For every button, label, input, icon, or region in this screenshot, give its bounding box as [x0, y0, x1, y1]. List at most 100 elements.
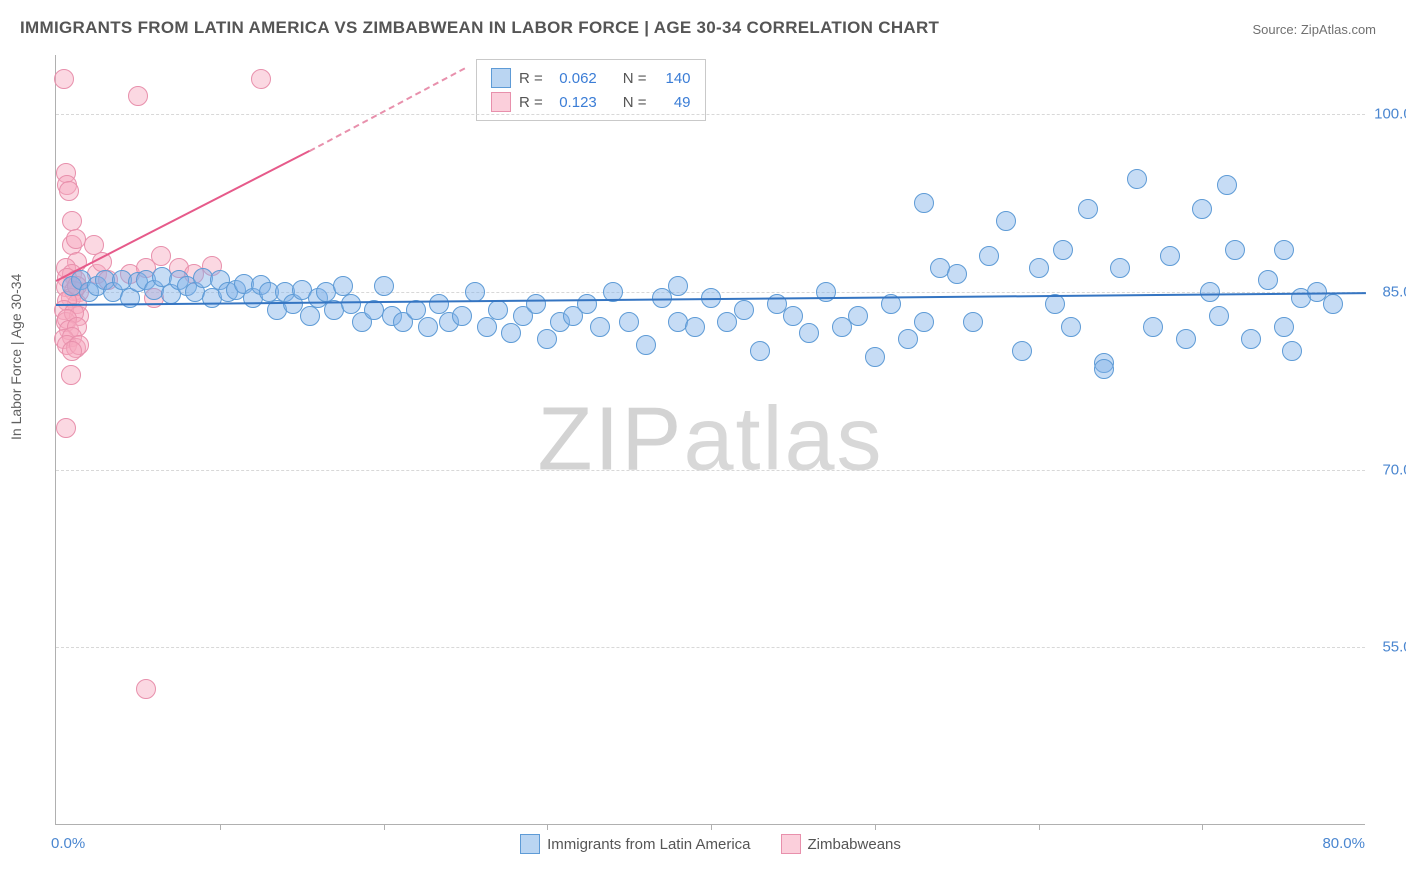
legend-pink-n: 49	[655, 94, 691, 111]
scatter-point-blue	[374, 276, 394, 296]
x-tick	[1039, 824, 1040, 830]
scatter-point-blue	[865, 347, 885, 367]
scatter-point-blue	[1258, 270, 1278, 290]
scatter-point-blue	[465, 282, 485, 302]
legend-bottom-label-pink: Zimbabweans	[808, 836, 901, 853]
legend-swatch-blue	[491, 68, 511, 88]
scatter-point-blue	[501, 323, 521, 343]
watermark: ZIPatlas	[537, 388, 883, 491]
legend-bottom-swatch-blue	[520, 834, 540, 854]
scatter-point-blue	[1176, 329, 1196, 349]
scatter-point-blue	[577, 294, 597, 314]
scatter-point-blue	[537, 329, 557, 349]
scatter-point-blue	[799, 323, 819, 343]
scatter-point-blue	[526, 294, 546, 314]
gridline	[56, 470, 1365, 471]
gridline	[56, 647, 1365, 648]
scatter-point-blue	[979, 246, 999, 266]
legend-r-label: R =	[519, 70, 543, 87]
scatter-point-blue	[1053, 240, 1073, 260]
scatter-point-blue	[452, 306, 472, 326]
x-tick	[547, 824, 548, 830]
watermark-bold: ZIP	[537, 389, 683, 489]
legend-blue-n: 140	[655, 70, 691, 87]
scatter-point-blue	[1127, 169, 1147, 189]
scatter-point-blue	[619, 312, 639, 332]
scatter-point-blue	[1192, 199, 1212, 219]
y-tick-label: 85.0%	[1370, 283, 1406, 300]
scatter-point-pink	[62, 341, 82, 361]
scatter-point-pink	[128, 86, 148, 106]
y-axis-label: In Labor Force | Age 30-34	[8, 274, 24, 440]
scatter-point-pink	[136, 679, 156, 699]
scatter-point-blue	[668, 276, 688, 296]
x-tick	[220, 824, 221, 830]
scatter-point-blue	[1282, 341, 1302, 361]
scatter-point-blue	[750, 341, 770, 361]
x-tick	[1202, 824, 1203, 830]
scatter-point-pink	[56, 418, 76, 438]
watermark-thin: atlas	[683, 389, 883, 489]
legend-row-blue: R = 0.062 N = 140	[491, 66, 691, 90]
trend-line-pink	[309, 67, 466, 153]
scatter-point-blue	[734, 300, 754, 320]
scatter-point-blue	[1029, 258, 1049, 278]
scatter-point-blue	[898, 329, 918, 349]
scatter-point-blue	[590, 317, 610, 337]
scatter-point-blue	[783, 306, 803, 326]
scatter-point-pink	[66, 229, 86, 249]
source-attribution: Source: ZipAtlas.com	[1252, 22, 1376, 37]
scatter-point-blue	[1241, 329, 1261, 349]
scatter-point-blue	[963, 312, 983, 332]
legend-row-pink: R = 0.123 N = 49	[491, 90, 691, 114]
scatter-point-blue	[1094, 359, 1114, 379]
gridline	[56, 114, 1365, 115]
scatter-point-blue	[300, 306, 320, 326]
scatter-point-blue	[685, 317, 705, 337]
legend-item-blue: Immigrants from Latin America	[520, 834, 750, 854]
y-tick-label: 55.0%	[1370, 639, 1406, 656]
legend-blue-r: 0.062	[551, 70, 597, 87]
scatter-point-blue	[1160, 246, 1180, 266]
scatter-point-blue	[1323, 294, 1343, 314]
scatter-point-blue	[1061, 317, 1081, 337]
scatter-point-blue	[914, 193, 934, 213]
scatter-point-blue	[1012, 341, 1032, 361]
legend-item-pink: Zimbabweans	[781, 834, 901, 854]
scatter-point-blue	[341, 294, 361, 314]
scatter-point-pink	[54, 69, 74, 89]
scatter-point-blue	[1274, 317, 1294, 337]
scatter-point-blue	[1200, 282, 1220, 302]
x-tick	[875, 824, 876, 830]
scatter-point-blue	[996, 211, 1016, 231]
legend-bottom-swatch-pink	[781, 834, 801, 854]
legend-n-label: N =	[623, 70, 647, 87]
plot-area: ZIPatlas R = 0.062 N = 140 R = 0.123 N =…	[55, 55, 1365, 825]
scatter-point-blue	[636, 335, 656, 355]
chart-title: IMMIGRANTS FROM LATIN AMERICA VS ZIMBABW…	[20, 18, 939, 38]
legend-pink-r: 0.123	[551, 94, 597, 111]
scatter-point-blue	[488, 300, 508, 320]
scatter-point-blue	[1225, 240, 1245, 260]
scatter-point-blue	[477, 317, 497, 337]
y-tick-label: 70.0%	[1370, 461, 1406, 478]
scatter-point-blue	[418, 317, 438, 337]
scatter-point-blue	[1078, 199, 1098, 219]
legend-box: R = 0.062 N = 140 R = 0.123 N = 49	[476, 59, 706, 121]
scatter-point-blue	[1110, 258, 1130, 278]
scatter-point-blue	[848, 306, 868, 326]
scatter-point-blue	[1274, 240, 1294, 260]
scatter-point-pink	[59, 181, 79, 201]
scatter-point-pink	[251, 69, 271, 89]
legend-bottom-label-blue: Immigrants from Latin America	[547, 836, 750, 853]
scatter-point-blue	[947, 264, 967, 284]
scatter-point-blue	[1143, 317, 1163, 337]
scatter-point-blue	[1209, 306, 1229, 326]
legend-bottom: Immigrants from Latin America Zimbabwean…	[56, 834, 1365, 854]
scatter-point-pink	[61, 365, 81, 385]
x-tick	[711, 824, 712, 830]
scatter-point-pink	[151, 246, 171, 266]
scatter-point-blue	[914, 312, 934, 332]
y-tick-label: 100.0%	[1370, 106, 1406, 123]
legend-r-label: R =	[519, 94, 543, 111]
